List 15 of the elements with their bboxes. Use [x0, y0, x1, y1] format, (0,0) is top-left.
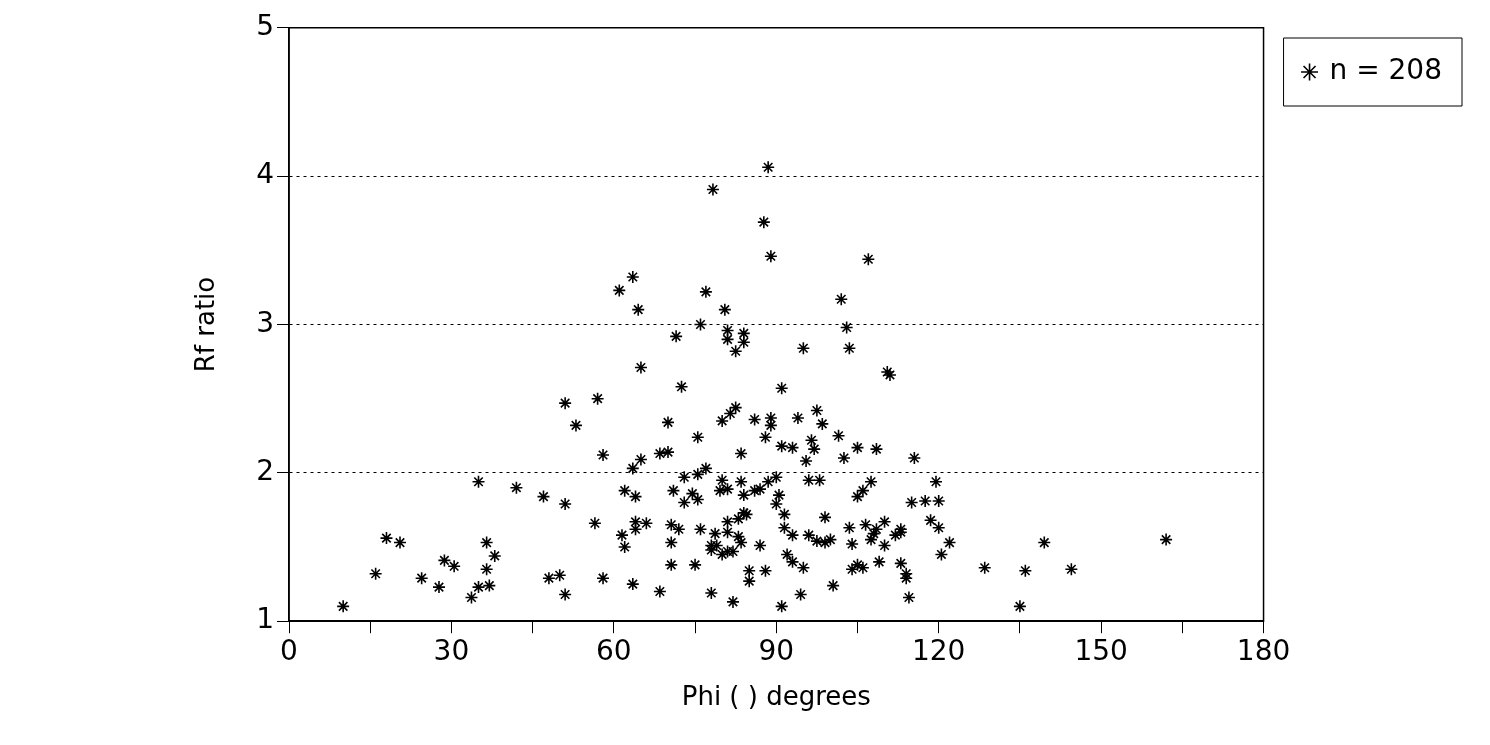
x-tick-label: 150	[1074, 634, 1128, 668]
x-tick-label: 90	[758, 634, 795, 668]
y-tick-label: 1	[256, 602, 275, 636]
x-tick-label: 30	[433, 634, 470, 668]
y-axis-title: Rf ratio	[190, 276, 221, 373]
x-tick-label: 180	[1236, 634, 1291, 668]
x-axis-title: Phi ( ) degrees	[681, 681, 871, 712]
y-tick-label: 4	[256, 157, 275, 191]
y-tick-label: 5	[256, 9, 275, 43]
y-tick-label: 3	[256, 305, 275, 339]
x-tick-label: 0	[280, 634, 298, 668]
x-tick-label: 120	[911, 634, 966, 668]
x-tick-label: 60	[596, 634, 632, 668]
y-tick-label: 2	[256, 454, 275, 488]
legend-label: n = 208	[1329, 53, 1442, 87]
